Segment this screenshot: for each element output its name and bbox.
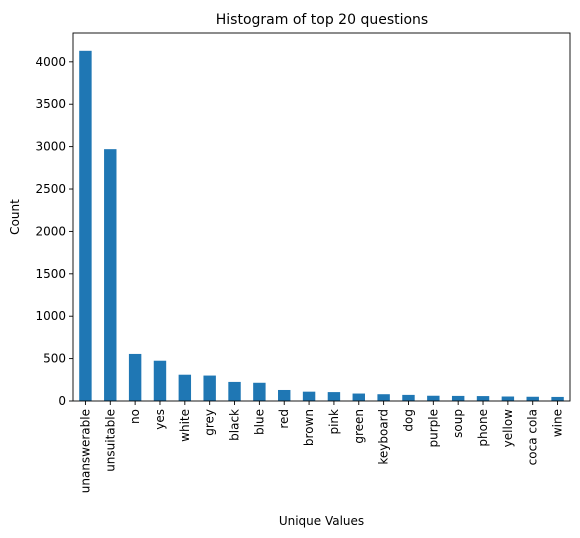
y-axis: 0 500 1000 1500 2000 2500 3000 3500 4000: [35, 55, 73, 408]
y-tick-label: 2500: [35, 182, 66, 196]
x-tick-label: phone: [476, 409, 490, 447]
x-tick-label: wine: [551, 409, 565, 437]
plot-frame: [73, 33, 570, 401]
bar-purple: [427, 396, 439, 401]
x-tick-label: yellow: [501, 409, 515, 447]
x-tick-label: white: [178, 409, 192, 442]
bar-white: [179, 375, 191, 401]
bar-blue: [253, 383, 265, 401]
x-tick-label: soup: [451, 409, 465, 438]
x-axis: unanswerable unsuitable no yes white grey blac…: [78, 401, 564, 493]
bar-black: [228, 382, 240, 401]
y-tick-label: 500: [43, 352, 66, 366]
x-tick-label: blue: [252, 409, 266, 435]
y-tick-label: 4000: [35, 55, 66, 69]
x-tick-label: pink: [327, 409, 341, 435]
x-tick-label: yes: [153, 409, 167, 430]
x-tick-label: green: [352, 409, 366, 444]
y-tick-label: 2000: [35, 224, 66, 238]
bar-group: [79, 51, 564, 401]
x-tick-label: dog: [401, 409, 415, 432]
y-tick-label: 3500: [35, 97, 66, 111]
bar-yellow: [502, 397, 514, 401]
x-tick-label: grey: [203, 409, 217, 436]
bar-pink: [328, 392, 340, 401]
bar-red: [278, 390, 290, 401]
x-tick-label: black: [228, 409, 242, 441]
y-tick-label: 1000: [35, 309, 66, 323]
x-axis-label: Unique Values: [279, 514, 364, 528]
x-tick-label: coca cola: [526, 409, 540, 465]
bar-unsuitable: [104, 149, 116, 401]
x-tick-label: unsuitable: [103, 409, 117, 472]
x-tick-label: brown: [302, 409, 316, 446]
x-tick-label: purple: [426, 409, 440, 448]
y-tick-label: 1500: [35, 267, 66, 281]
y-tick-label: 3000: [35, 140, 66, 154]
x-tick-label: no: [128, 409, 142, 424]
bar-wine: [551, 397, 563, 401]
bar-grey: [203, 376, 215, 401]
x-tick-label: unanswerable: [78, 409, 92, 493]
x-tick-label: keyboard: [377, 409, 391, 465]
bar-keyboard: [377, 394, 389, 401]
bar-coca-cola: [527, 397, 539, 401]
x-tick-label: red: [277, 409, 291, 429]
y-axis-label: Count: [8, 199, 22, 235]
bar-no: [129, 354, 141, 401]
bar-brown: [303, 392, 315, 401]
bar-yes: [154, 361, 166, 401]
bar-green: [353, 394, 365, 401]
chart-title: Histogram of top 20 questions: [216, 12, 428, 28]
bar-phone: [477, 396, 489, 401]
bar-unanswerable: [79, 51, 91, 401]
y-tick-label: 0: [58, 394, 66, 408]
bar-dog: [402, 395, 414, 401]
bar-soup: [452, 396, 464, 401]
